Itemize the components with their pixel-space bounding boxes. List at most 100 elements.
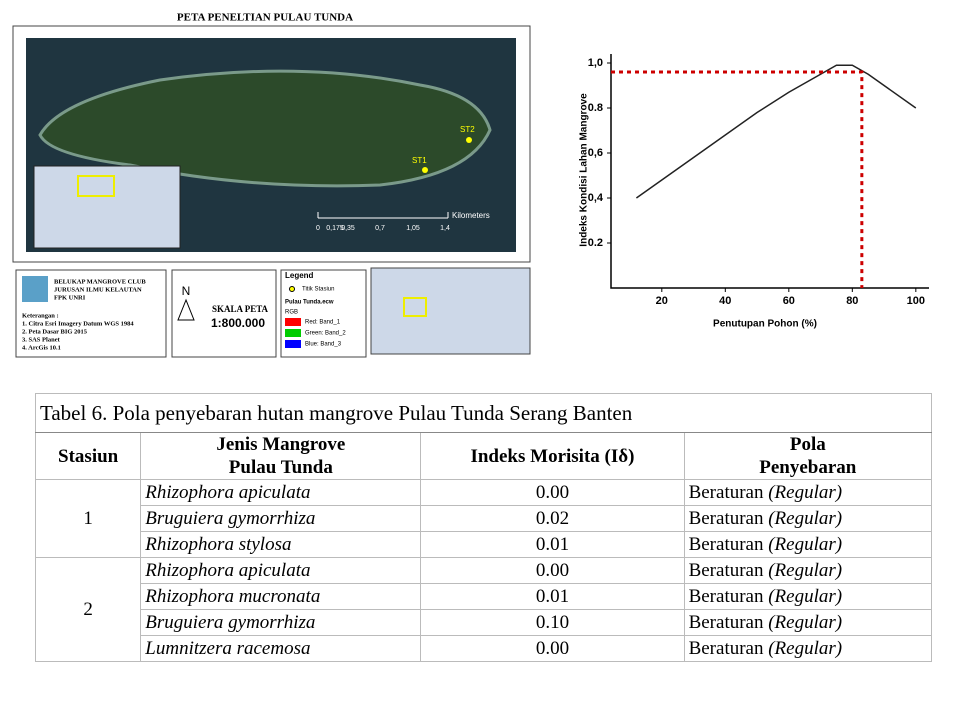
y-tick-label: 0,6 <box>588 147 603 159</box>
scale-label: 0,175 <box>326 225 344 232</box>
scale-title: SKALA PETA <box>212 304 269 314</box>
row: 1 Rhizophora apiculata 0.00 Beraturan (Regu… <box>34 479 933 558</box>
pattern: Beraturan <box>688 481 764 503</box>
station-point <box>422 167 428 173</box>
pattern: Beraturan <box>688 533 764 555</box>
species: Rhizophora stylosa <box>140 531 422 558</box>
scale-label: 1,4 <box>440 225 450 232</box>
legend-rgb: RGB <box>285 310 298 316</box>
pattern: Beraturan (Regular) <box>683 583 933 610</box>
x-tick-label: 80 <box>846 295 858 307</box>
index: 0.01 <box>420 531 685 558</box>
logo <box>22 276 48 302</box>
pattern: Beraturan <box>688 507 764 529</box>
pattern-note: (Regular) <box>768 559 843 581</box>
index: 0.00 <box>420 479 685 506</box>
row: Bruguiera gymorrhiza 0.02 Beraturan (Regul… <box>36 505 933 532</box>
institution: JURUSAN ILMU KELAUTAN <box>54 286 142 293</box>
pattern-note: (Regular) <box>768 481 843 503</box>
x-tick-label: 60 <box>783 295 795 307</box>
species: Rhizophora mucronata <box>140 583 422 610</box>
locator-map <box>370 267 531 355</box>
legend-swatch <box>285 340 301 348</box>
station: 1 <box>34 479 142 558</box>
pattern: Beraturan (Regular) <box>683 557 933 584</box>
pattern-note: (Regular) <box>768 533 843 555</box>
scale-label: 1,05 <box>406 225 420 232</box>
scale-bar <box>317 212 449 219</box>
legend-point <box>289 286 295 292</box>
x-tick-label: 20 <box>656 295 668 307</box>
pattern: Beraturan (Regular) <box>683 609 933 636</box>
table: Tabel 6. Pola penyebaran hutan mangrove … <box>34 393 933 662</box>
institution: BELUKAP MANGROVE CLUB <box>54 278 146 285</box>
legend-title: Legend <box>285 271 314 280</box>
scale-unit: Kilometers <box>452 211 490 220</box>
pattern: Beraturan <box>688 637 764 659</box>
figures: PETA PENELTIAN PULAU TUNDA ST1 ST2 Kilom… <box>12 12 929 358</box>
pattern: Beraturan <box>688 611 764 633</box>
index: 0.01 <box>420 583 685 610</box>
index: 0.00 <box>420 557 685 584</box>
north-arrow <box>177 298 195 321</box>
row: Rhizophora stylosa 0.01 Beraturan (Regular… <box>36 531 933 558</box>
pattern: Beraturan (Regular) <box>683 531 933 558</box>
pattern: Beraturan <box>688 585 764 607</box>
y-tick-label: 0.2 <box>588 237 603 249</box>
row: Tabel 6. Pola penyebaran hutan mangrove … <box>35 393 932 433</box>
row: Lumnitzera racemosa 0.00 Beraturan (Regula… <box>36 635 933 662</box>
locator-box <box>403 297 427 317</box>
north: N <box>182 284 191 298</box>
station-label: ST2 <box>460 125 475 134</box>
pattern-note: (Regular) <box>768 637 843 659</box>
x-tick-label: 100 <box>907 295 925 307</box>
y-tick-label: 0.8 <box>588 102 603 114</box>
pattern: Beraturan (Regular) <box>683 479 933 506</box>
station-point <box>466 137 472 143</box>
note: 2. Peta Dasar BIG 2015 <box>22 328 88 335</box>
axes <box>610 54 929 289</box>
reference-line <box>611 70 864 288</box>
note: 1. Citra Esri Imagery Datum WGS 1984 <box>22 320 134 327</box>
legend-band: Red: Band_1 <box>305 320 341 326</box>
inset-map <box>33 165 181 249</box>
pattern: Beraturan <box>688 559 764 581</box>
index: 0.00 <box>420 635 685 662</box>
legend-swatch <box>285 318 301 326</box>
legend-band: Blue: Band_3 <box>305 342 342 348</box>
notes-title: Keterangan : <box>22 312 59 319</box>
pattern: Beraturan (Regular) <box>683 635 933 662</box>
curve <box>635 64 917 199</box>
scale-label: 0,7 <box>375 225 385 232</box>
x-axis-label: Penutupan Pohon (%) <box>713 319 817 330</box>
institution: FPK UNRI <box>54 294 86 301</box>
inset-box <box>77 175 115 197</box>
pattern-note: (Regular) <box>768 507 843 529</box>
scale-value: 1:800.000 <box>211 316 265 330</box>
pattern-note: (Regular) <box>768 585 843 607</box>
row: Bruguiera gymorrhiza 0.10 Beraturan (Regul… <box>36 609 933 636</box>
species: Lumnitzera racemosa <box>140 635 422 662</box>
legend-band: Green: Band_2 <box>305 331 346 337</box>
scale-label: 0,35 <box>341 225 355 232</box>
pattern-note: (Regular) <box>768 611 843 633</box>
station: 2 <box>34 557 142 662</box>
y-tick-label: 1,0 <box>588 57 603 69</box>
note: 4. ArcGis 10.1 <box>22 344 61 351</box>
scale-label: 0 <box>316 225 320 232</box>
species: Rhizophora apiculata <box>140 479 422 506</box>
pattern: Beraturan (Regular) <box>683 505 933 532</box>
index: 0.02 <box>420 505 685 532</box>
header: Jenis Mangrove Pulau Tunda <box>140 432 422 480</box>
index: 0.10 <box>420 609 685 636</box>
legend-swatch <box>285 329 301 337</box>
x-tick-label: 40 <box>719 295 731 307</box>
header: Pola Penyebaran <box>683 432 933 480</box>
species: Bruguiera gymorrhiza <box>140 505 422 532</box>
row: Stasiun Jenis Mangrove Pulau Tunda Indeks … <box>34 432 933 480</box>
map-title: PETA PENELTIAN PULAU TUNDA <box>177 12 353 24</box>
header: Indeks Morisita (Iδ) <box>420 432 685 480</box>
note: 3. SAS Planet <box>22 336 61 343</box>
y-axis-label: Indeks Kondisi Lahan Mangrove <box>579 93 590 247</box>
